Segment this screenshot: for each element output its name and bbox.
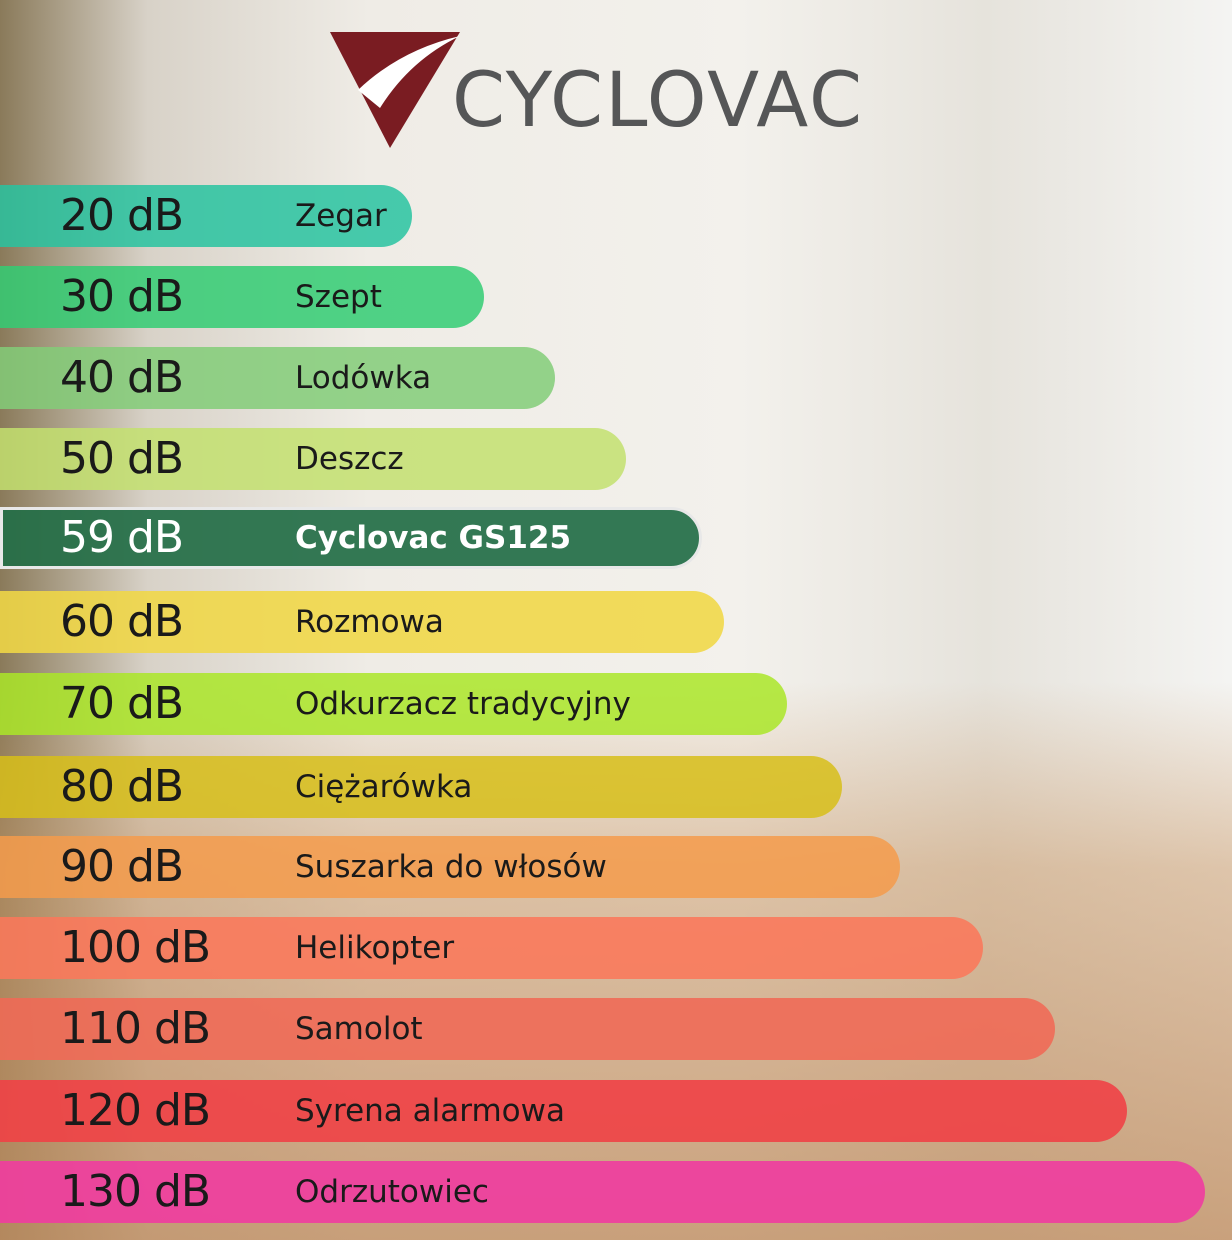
noise-source: Samolot xyxy=(295,1011,423,1047)
noise-source: Odrzutowiec xyxy=(295,1174,489,1210)
noise-level: 120 dB xyxy=(60,1085,211,1136)
noise-level: 110 dB xyxy=(60,1003,211,1054)
noise-source: Lodówka xyxy=(295,360,432,396)
logo-mark xyxy=(330,32,460,148)
noise-bar: 110 dB Samolot xyxy=(0,998,1055,1060)
noise-bar: 20 dB Zegar xyxy=(0,185,412,247)
noise-bar: 50 dB Deszcz xyxy=(0,428,626,490)
noise-source: Zegar xyxy=(295,198,387,234)
noise-source: Odkurzacz tradycyjny xyxy=(295,686,631,722)
noise-level: 90 dB xyxy=(60,841,184,892)
noise-level: 130 dB xyxy=(60,1166,211,1217)
noise-source: Deszcz xyxy=(295,441,404,477)
logo-swoosh xyxy=(358,36,460,108)
noise-source: Szept xyxy=(295,279,382,315)
noise-bar: 40 dB Lodówka xyxy=(0,347,555,409)
noise-source: Syrena alarmowa xyxy=(295,1093,565,1129)
noise-bar: 60 dB Rozmowa xyxy=(0,591,724,653)
logo-text: CYCLOVAC xyxy=(452,55,864,144)
noise-bar: 90 dB Suszarka do włosów xyxy=(0,836,900,898)
noise-source: Rozmowa xyxy=(295,604,444,640)
noise-bar: 59 dB Cyclovac GS125 xyxy=(0,507,702,569)
noise-level: 80 dB xyxy=(60,761,184,812)
noise-level: 100 dB xyxy=(60,922,211,973)
noise-level: 20 dB xyxy=(60,190,184,241)
noise-level: 50 dB xyxy=(60,433,184,484)
logo: CYCLOVAC xyxy=(330,32,864,148)
noise-level: 40 dB xyxy=(60,352,184,403)
noise-bar: 100 dB Helikopter xyxy=(0,917,983,979)
noise-source: Cyclovac GS125 xyxy=(295,520,572,556)
noise-bar: 70 dB Odkurzacz tradycyjny xyxy=(0,673,787,735)
noise-source: Ciężarówka xyxy=(295,769,473,805)
noise-level: 59 dB xyxy=(60,512,184,563)
noise-source: Suszarka do włosów xyxy=(295,849,607,885)
noise-bar: 30 dB Szept xyxy=(0,266,484,328)
noise-bar: 120 dB Syrena alarmowa xyxy=(0,1080,1127,1142)
noise-level: 30 dB xyxy=(60,271,184,322)
noise-level: 60 dB xyxy=(60,596,184,647)
noise-bar: 80 dB Ciężarówka xyxy=(0,756,842,818)
noise-bar: 130 dB Odrzutowiec xyxy=(0,1161,1205,1223)
noise-level: 70 dB xyxy=(60,678,184,729)
noise-source: Helikopter xyxy=(295,930,455,966)
